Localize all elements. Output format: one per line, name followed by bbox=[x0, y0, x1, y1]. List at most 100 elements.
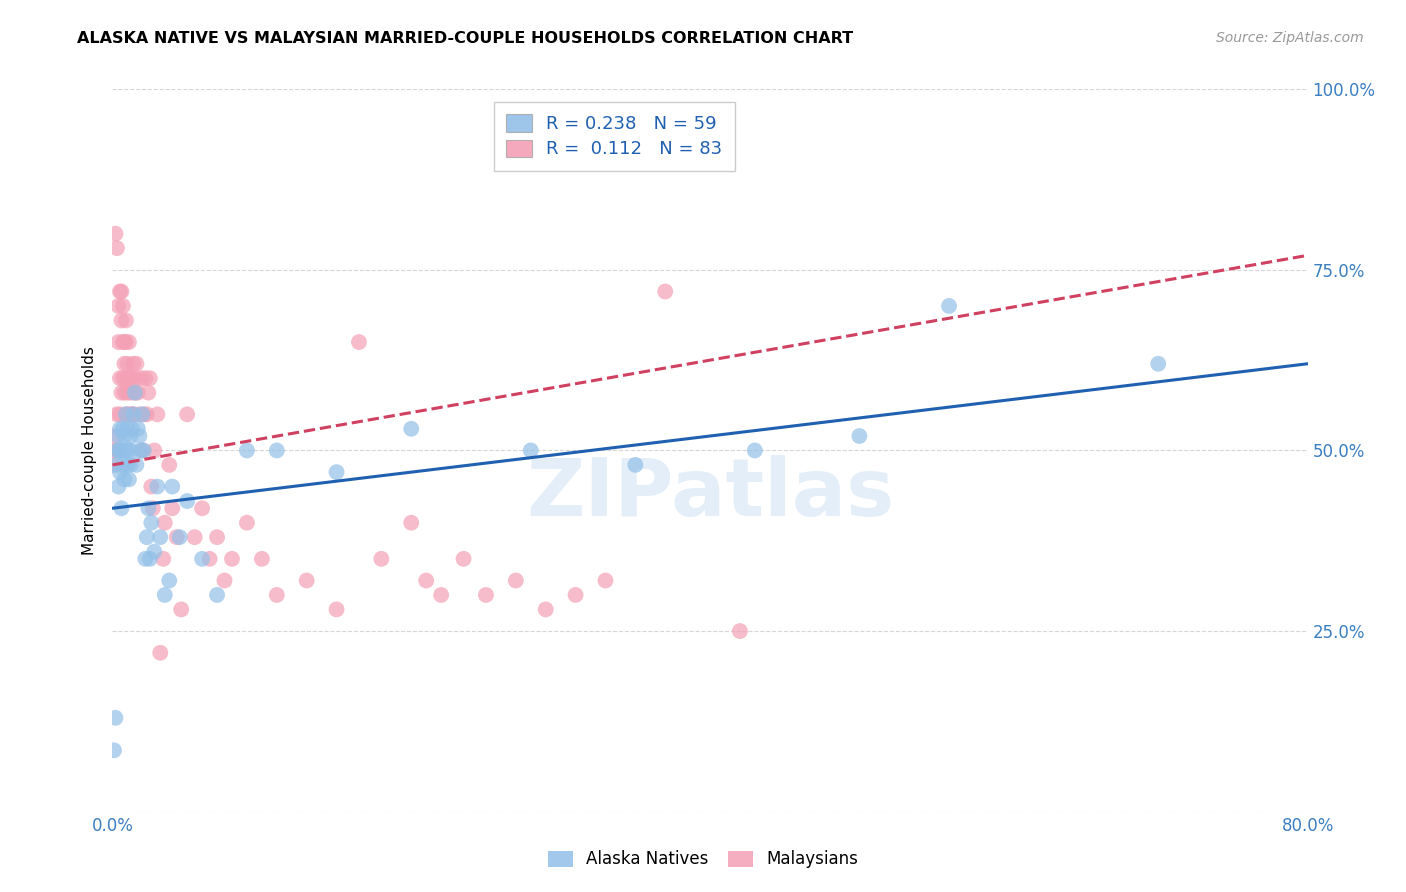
Point bbox=[121, 443, 143, 458]
Point bbox=[120, 407, 142, 421]
Point bbox=[115, 407, 138, 421]
Point bbox=[191, 551, 214, 566]
Point bbox=[107, 480, 129, 494]
Point bbox=[170, 602, 193, 616]
Point bbox=[129, 443, 152, 458]
Point bbox=[125, 458, 148, 472]
Point bbox=[124, 385, 146, 400]
Point bbox=[153, 588, 176, 602]
Point bbox=[157, 574, 180, 588]
Point bbox=[105, 443, 128, 458]
Point bbox=[415, 574, 437, 588]
Point bbox=[117, 407, 139, 421]
Text: Source: ZipAtlas.com: Source: ZipAtlas.com bbox=[1216, 31, 1364, 45]
Point bbox=[325, 465, 347, 479]
Point bbox=[236, 443, 259, 458]
Point bbox=[121, 422, 143, 436]
Point bbox=[107, 299, 129, 313]
Point bbox=[107, 429, 129, 443]
Point bbox=[141, 480, 163, 494]
Point bbox=[115, 443, 138, 458]
Point bbox=[118, 443, 141, 458]
Point bbox=[128, 407, 150, 421]
Text: ZIPatlas: ZIPatlas bbox=[526, 455, 894, 533]
Point bbox=[152, 551, 174, 566]
Point bbox=[110, 313, 132, 327]
Point bbox=[153, 516, 176, 530]
Point bbox=[110, 285, 132, 299]
Point bbox=[848, 429, 870, 443]
Point bbox=[121, 371, 143, 385]
Point bbox=[162, 480, 183, 494]
Point bbox=[624, 458, 647, 472]
Point bbox=[214, 574, 236, 588]
Point bbox=[325, 602, 347, 616]
Point bbox=[453, 551, 475, 566]
Point bbox=[125, 357, 148, 371]
Point bbox=[107, 443, 129, 458]
Point bbox=[176, 407, 198, 421]
Point bbox=[117, 458, 139, 472]
Point bbox=[135, 407, 157, 421]
Point bbox=[134, 371, 156, 385]
Point bbox=[157, 458, 180, 472]
Point bbox=[111, 422, 134, 436]
Point bbox=[143, 443, 166, 458]
Point bbox=[115, 371, 138, 385]
Point bbox=[107, 334, 129, 349]
Point bbox=[221, 551, 243, 566]
Point bbox=[118, 334, 141, 349]
Point bbox=[117, 385, 139, 400]
Point bbox=[143, 544, 166, 558]
Point bbox=[127, 385, 149, 400]
Point bbox=[250, 551, 273, 566]
Point bbox=[104, 711, 127, 725]
Point bbox=[236, 516, 259, 530]
Point bbox=[111, 371, 134, 385]
Point bbox=[122, 407, 145, 421]
Point bbox=[129, 371, 152, 385]
Point bbox=[142, 501, 165, 516]
Point bbox=[347, 334, 370, 349]
Point bbox=[114, 443, 135, 458]
Point bbox=[134, 551, 156, 566]
Point bbox=[564, 588, 586, 602]
Point bbox=[401, 516, 423, 530]
Point bbox=[430, 588, 453, 602]
Point bbox=[295, 574, 318, 588]
Point bbox=[110, 443, 132, 458]
Point bbox=[401, 422, 423, 436]
Point bbox=[127, 422, 149, 436]
Text: ALASKA NATIVE VS MALAYSIAN MARRIED-COUPLE HOUSEHOLDS CORRELATION CHART: ALASKA NATIVE VS MALAYSIAN MARRIED-COUPL… bbox=[77, 31, 853, 46]
Point bbox=[266, 588, 288, 602]
Point bbox=[115, 313, 138, 327]
Point bbox=[120, 385, 142, 400]
Point bbox=[135, 530, 157, 544]
Point bbox=[111, 299, 134, 313]
Point bbox=[505, 574, 527, 588]
Point bbox=[149, 530, 172, 544]
Point bbox=[110, 501, 132, 516]
Point bbox=[114, 472, 135, 486]
Point bbox=[105, 458, 128, 472]
Point bbox=[124, 371, 146, 385]
Point bbox=[131, 443, 153, 458]
Point bbox=[176, 494, 198, 508]
Point bbox=[534, 602, 557, 616]
Point bbox=[162, 501, 183, 516]
Point bbox=[198, 551, 221, 566]
Point bbox=[205, 530, 228, 544]
Point bbox=[104, 429, 127, 443]
Point bbox=[124, 385, 146, 400]
Point bbox=[103, 743, 125, 757]
Point bbox=[139, 371, 162, 385]
Point bbox=[115, 334, 138, 349]
Point bbox=[108, 407, 131, 421]
Point bbox=[104, 227, 127, 241]
Point bbox=[266, 443, 288, 458]
Point bbox=[131, 407, 153, 421]
Point bbox=[114, 357, 135, 371]
Point bbox=[115, 407, 138, 421]
Point bbox=[132, 407, 155, 421]
Legend: R = 0.238   N = 59, R =  0.112   N = 83: R = 0.238 N = 59, R = 0.112 N = 83 bbox=[494, 102, 735, 171]
